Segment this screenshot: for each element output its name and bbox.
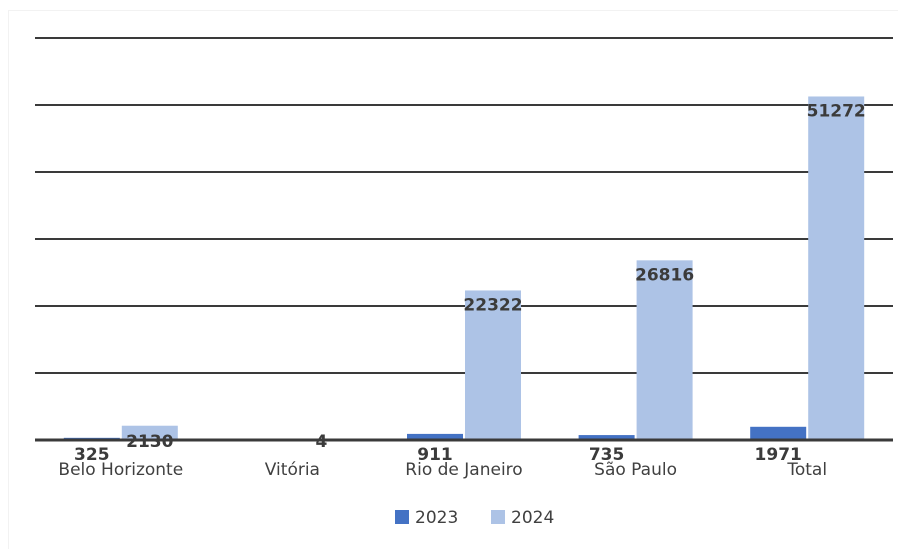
data-label-2023-0: 325 bbox=[74, 445, 110, 465]
data-label-2024-2: 22322 bbox=[463, 295, 522, 315]
data-label-2023-4: 1971 bbox=[755, 445, 802, 465]
legend-label-2023: 2023 bbox=[415, 508, 458, 528]
x-tick-label-3: São Paulo bbox=[594, 460, 677, 480]
chart-frame: Belo Horizonte Vitória Rio de Janeiro São P… bbox=[8, 10, 898, 549]
legend: 2023 2024 bbox=[395, 508, 554, 528]
data-labels: 325 2130 4 911 22322 735 26816 1971 51272 bbox=[74, 101, 866, 465]
data-label-2024-1: 4 bbox=[315, 432, 327, 452]
data-label-2023-3: 735 bbox=[589, 445, 625, 465]
bar-2024-0 bbox=[121, 425, 178, 440]
data-label-2023-2: 911 bbox=[417, 445, 453, 465]
bar-chart: Belo Horizonte Vitória Rio de Janeiro São P… bbox=[35, 37, 893, 528]
x-tick-label-0: Belo Horizonte bbox=[58, 460, 183, 480]
x-tick-label-2: Rio de Janeiro bbox=[405, 460, 522, 480]
data-label-2024-0: 2130 bbox=[126, 432, 173, 452]
x-tick-labels: Belo Horizonte Vitória Rio de Janeiro São P… bbox=[58, 460, 827, 480]
bar-2024-4 bbox=[808, 96, 865, 440]
bars bbox=[63, 96, 865, 440]
bar-2023-4 bbox=[750, 426, 807, 440]
x-tick-label-1: Vitória bbox=[265, 460, 320, 480]
legend-swatch-2024 bbox=[491, 510, 505, 524]
bar-2024-3 bbox=[636, 260, 693, 440]
x-tick-label-4: Total bbox=[786, 460, 827, 480]
gridlines bbox=[35, 37, 893, 374]
data-label-2024-4: 51272 bbox=[807, 101, 866, 121]
data-label-2024-3: 26816 bbox=[635, 265, 694, 285]
bar-2023-3 bbox=[578, 435, 635, 440]
bar-2023-2 bbox=[407, 433, 463, 440]
legend-label-2024: 2024 bbox=[511, 508, 554, 528]
bar-2024-2 bbox=[465, 290, 521, 440]
legend-swatch-2023 bbox=[395, 510, 409, 524]
